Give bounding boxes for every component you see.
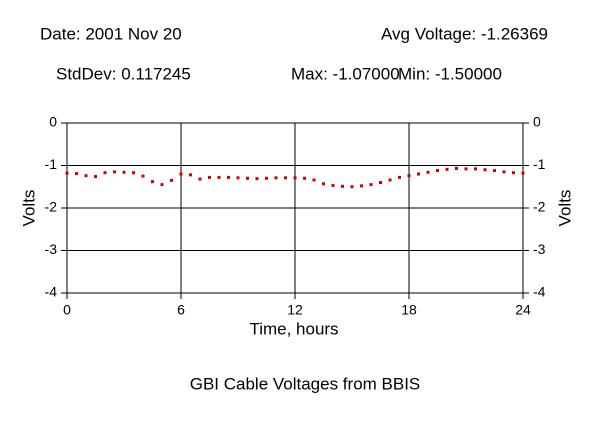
data-point (217, 175, 221, 179)
data-point (521, 171, 525, 175)
data-point (236, 176, 240, 180)
y2-axis-label: Volts (555, 190, 574, 227)
x-axis-label: Time, hours (249, 319, 338, 338)
data-point (445, 167, 449, 171)
data-point (388, 178, 392, 182)
data-point (379, 181, 382, 184)
data-point (246, 176, 249, 180)
data-point (303, 176, 306, 180)
x-tick-label: 12 (287, 302, 303, 318)
x-tick-label: 0 (63, 302, 71, 318)
header-avg: Avg Voltage: -1.26369 (381, 24, 548, 43)
y2-tick-label: 0 (533, 114, 541, 130)
data-point (170, 178, 173, 182)
chart-title: GBI Cable Voltages from BBIS (190, 374, 421, 393)
data-point (75, 172, 78, 176)
data-point (113, 170, 116, 174)
data-point (512, 171, 515, 175)
data-point (322, 182, 325, 186)
y-tick-label: -4 (45, 284, 58, 300)
data-point (255, 177, 259, 181)
y2-tick-label: -1 (533, 156, 546, 172)
data-point (350, 185, 354, 189)
header-min: Min: -1.50000 (398, 64, 502, 83)
data-point (417, 172, 420, 176)
data-point (132, 171, 135, 175)
data-point (284, 176, 287, 180)
data-point (331, 183, 335, 187)
data-point (122, 170, 126, 174)
data-point (65, 171, 69, 175)
data-point (179, 172, 183, 176)
data-point (341, 184, 344, 188)
y-tick-label: -1 (45, 156, 58, 172)
header-date: Date: 2001 Nov 20 (40, 24, 182, 43)
y2-tick-label: -3 (533, 241, 546, 257)
data-point (151, 180, 154, 184)
header-stddev: StdDev: 0.117245 (56, 64, 191, 83)
data-point (493, 169, 496, 173)
data-point (398, 175, 401, 179)
data-point (84, 174, 88, 178)
y-tick-label: -3 (45, 241, 58, 257)
data-point (502, 170, 506, 174)
data-point (103, 171, 107, 175)
header-max: Max: -1.07000 (291, 64, 400, 83)
data-point (265, 176, 268, 180)
x-tick-label: 24 (515, 302, 531, 318)
data-point (474, 167, 477, 171)
data-point (369, 183, 373, 187)
data-point (274, 176, 278, 180)
x-tick-label: 18 (401, 302, 417, 318)
data-point (208, 175, 211, 179)
data-point (293, 176, 297, 180)
data-point (426, 170, 430, 174)
data-point (160, 183, 164, 187)
data-point (360, 184, 363, 188)
data-point (407, 174, 411, 178)
data-point (227, 175, 230, 179)
y2-tick-label: -2 (533, 199, 546, 215)
x-tick-label: 6 (177, 302, 185, 318)
data-point (141, 174, 145, 178)
data-point (94, 175, 97, 179)
data-point (483, 168, 487, 172)
y-axis-label: Volts (19, 190, 38, 227)
data-point (189, 173, 192, 177)
y2-tick-label: -4 (533, 284, 546, 300)
data-point (198, 177, 202, 181)
data-point (312, 178, 316, 182)
y-tick-label: -2 (45, 199, 58, 215)
data-point (436, 169, 439, 173)
data-point (464, 167, 468, 171)
y-tick-label: 0 (49, 114, 57, 130)
data-point (455, 166, 458, 170)
